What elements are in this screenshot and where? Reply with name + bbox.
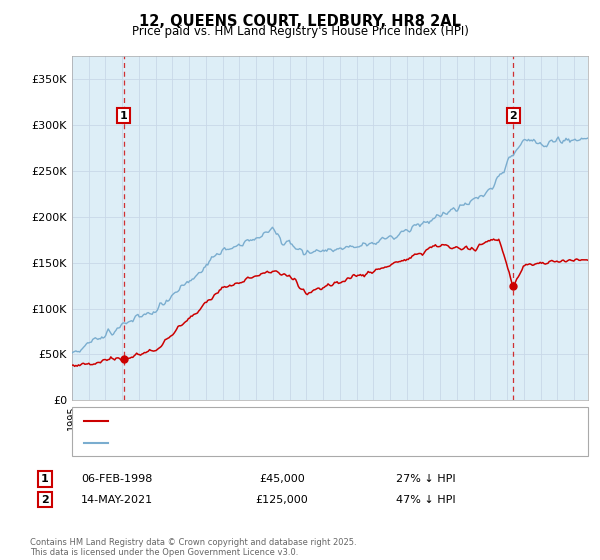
Text: 27% ↓ HPI: 27% ↓ HPI	[396, 474, 455, 484]
Text: £45,000: £45,000	[259, 474, 305, 484]
Text: HPI: Average price, semi-detached house, Herefordshire: HPI: Average price, semi-detached house,…	[114, 437, 407, 447]
Text: Contains HM Land Registry data © Crown copyright and database right 2025.
This d: Contains HM Land Registry data © Crown c…	[30, 538, 356, 557]
Text: Price paid vs. HM Land Registry's House Price Index (HPI): Price paid vs. HM Land Registry's House …	[131, 25, 469, 38]
Text: 47% ↓ HPI: 47% ↓ HPI	[396, 494, 455, 505]
Text: 1: 1	[41, 474, 49, 484]
Text: 12, QUEENS COURT, LEDBURY, HR8 2AL (semi-detached house): 12, QUEENS COURT, LEDBURY, HR8 2AL (semi…	[114, 416, 445, 426]
Text: 12, QUEENS COURT, LEDBURY, HR8 2AL: 12, QUEENS COURT, LEDBURY, HR8 2AL	[139, 14, 461, 29]
Text: 06-FEB-1998: 06-FEB-1998	[81, 474, 152, 484]
Text: £125,000: £125,000	[256, 494, 308, 505]
Text: 2: 2	[41, 494, 49, 505]
Text: 14-MAY-2021: 14-MAY-2021	[81, 494, 153, 505]
Text: 2: 2	[509, 111, 517, 121]
Text: 1: 1	[120, 111, 128, 121]
